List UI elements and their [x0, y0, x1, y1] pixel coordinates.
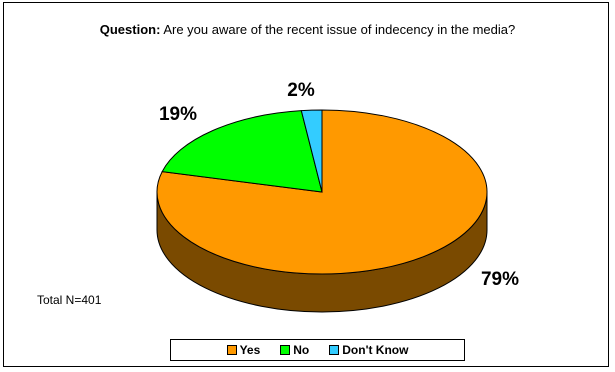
- legend-label-yes: Yes: [239, 343, 261, 357]
- pie-slice-dont-know: [300, 109, 323, 193]
- legend-swatch-dont-know: [329, 345, 340, 355]
- total-n-note: Total N=401: [37, 293, 102, 307]
- pie-labels: 79% 19% 2%: [159, 80, 519, 290]
- value-label-dont-know: 2%: [287, 80, 315, 101]
- legend: Yes No Don't Know: [170, 339, 465, 361]
- chart-title: Question: Are you aware of the recent is…: [0, 22, 615, 37]
- legend-swatch-no: [280, 345, 291, 355]
- legend-entry-no: No: [280, 343, 309, 357]
- legend-swatch-yes: [226, 345, 237, 355]
- title-prefix: Question:: [99, 22, 161, 37]
- legend-entry-dont-know: Don't Know: [329, 343, 408, 357]
- pie-slice-yes: [156, 109, 488, 275]
- legend-label-no: No: [293, 343, 310, 357]
- legend-entry-yes: Yes: [226, 343, 261, 357]
- pie-slice-no: [161, 110, 323, 193]
- pie-tops: [156, 109, 488, 275]
- legend-label-dont-know: Don't Know: [342, 343, 409, 357]
- title-text: Are you aware of the recent issue of ind…: [163, 22, 516, 37]
- value-label-yes: 79%: [481, 269, 519, 290]
- value-label-no: 19%: [159, 104, 197, 125]
